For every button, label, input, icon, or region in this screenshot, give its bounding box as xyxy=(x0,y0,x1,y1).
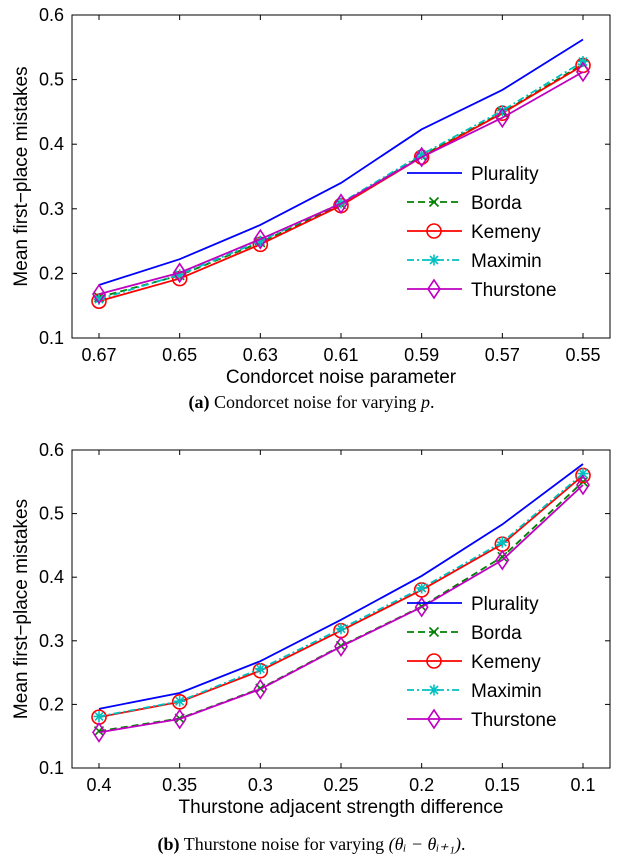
y-tick-label: 0.4 xyxy=(39,134,64,154)
chart-panel-a: 0.1 0.2 0.3 0.4 0.5 0.6 0.67 0.65 0.63 0.61 0.59 0.… xyxy=(0,5,623,413)
data-point xyxy=(577,468,589,480)
y-tick-label: 0.6 xyxy=(39,5,64,25)
y-tick-label: 0.3 xyxy=(39,199,64,219)
data-point xyxy=(576,61,590,83)
series-plurality xyxy=(98,463,584,710)
data-point xyxy=(496,536,508,548)
legend-label: Maximin xyxy=(471,251,542,272)
caption-a-var: p xyxy=(420,392,430,412)
x-axis-label: Condorcet noise parameter xyxy=(226,367,457,388)
data-point xyxy=(253,228,268,250)
x-tick-label: 0.65 xyxy=(162,345,197,365)
data-point xyxy=(254,663,266,675)
series-thurstone xyxy=(92,474,590,743)
y-tick-label: 0.2 xyxy=(39,263,64,283)
caption-a: (a) Condorcet noise for varying p. xyxy=(0,392,623,413)
legend-label: Maximin xyxy=(471,681,542,702)
data-point xyxy=(414,596,429,618)
legend-label: Plurality xyxy=(471,164,539,185)
x-tick-label: 0.15 xyxy=(485,775,520,795)
data-point xyxy=(93,710,105,722)
legend-label: Thurstone xyxy=(471,280,557,301)
legend-label: Kemeny xyxy=(471,652,541,673)
data-point xyxy=(92,283,106,305)
caption-b-var: (θᵢ − θᵢ₊₁) xyxy=(388,834,461,854)
x-tick-label: 0.67 xyxy=(81,345,116,365)
data-point xyxy=(334,193,348,215)
series-line xyxy=(98,38,584,286)
caption-b-end: . xyxy=(460,834,466,854)
series-maximin xyxy=(93,468,589,722)
y-axis-label: Mean first−place mistakes xyxy=(11,66,32,286)
series-line xyxy=(98,463,584,710)
x-tick-label: 0.55 xyxy=(565,345,600,365)
legend-label: Borda xyxy=(471,193,522,214)
legend-marker xyxy=(428,196,440,208)
legend: Plurality Borda Kemeny Maximin Thurstone xyxy=(407,164,557,301)
data-point xyxy=(416,582,428,594)
x-tick-label: 0.3 xyxy=(248,775,273,795)
data-point xyxy=(414,146,429,168)
chart-b: 0.1 0.2 0.3 0.4 0.5 0.6 0.4 0.35 0.3 0.25 0.2 0.15 0… xyxy=(11,440,611,818)
caption-a-text: Condorcet noise for varying xyxy=(214,392,421,412)
y-tick-label: 0.2 xyxy=(39,694,64,714)
y-tick-label: 0.6 xyxy=(39,440,64,460)
x-tick-label: 0.2 xyxy=(409,775,434,795)
data-point xyxy=(576,474,590,496)
x-tick-label: 0.35 xyxy=(162,775,197,795)
x-tick-label: 0.25 xyxy=(323,775,358,795)
x-tick-label: 0.59 xyxy=(404,345,439,365)
data-point xyxy=(497,551,508,562)
x-tick-label: 0.1 xyxy=(570,775,595,795)
data-point xyxy=(495,549,510,571)
y-tick-label: 0.1 xyxy=(39,758,64,778)
data-point xyxy=(172,262,187,284)
y-tick-label: 0.4 xyxy=(39,567,64,587)
x-tick-label: 0.63 xyxy=(243,345,278,365)
y-tick-label: 0.5 xyxy=(39,504,64,524)
caption-a-label: (a) xyxy=(188,392,210,412)
series-line xyxy=(98,71,584,295)
data-point xyxy=(253,678,268,700)
legend-label: Thurstone xyxy=(471,710,557,731)
legend-marker xyxy=(427,278,441,300)
data-point xyxy=(93,293,105,305)
legend-marker xyxy=(427,708,441,730)
y-tick-label: 0.1 xyxy=(39,328,64,348)
legend-marker xyxy=(426,653,442,669)
data-point xyxy=(495,107,510,129)
caption-b-text: Thurstone noise for varying xyxy=(183,834,389,854)
series-thurstone xyxy=(92,61,590,305)
legend-label: Plurality xyxy=(471,594,539,615)
x-axis-label: Thurstone adjacent strength difference xyxy=(179,797,504,818)
x-tick-label: 0.61 xyxy=(323,345,358,365)
data-point xyxy=(334,636,348,657)
caption-a-end: . xyxy=(429,392,435,412)
data-point xyxy=(172,708,187,730)
y-tick-label: 0.3 xyxy=(39,631,64,651)
x-tick-label: 0.4 xyxy=(86,775,111,795)
data-point xyxy=(335,623,347,635)
chart-panel-b: 0.1 0.2 0.3 0.4 0.5 0.6 0.4 0.35 0.3 0.25 0.2 0.15 0… xyxy=(0,430,623,860)
chart-a: 0.1 0.2 0.3 0.4 0.5 0.6 0.67 0.65 0.63 0.61 0.59 0.… xyxy=(11,5,611,388)
legend-marker xyxy=(428,254,440,266)
legend-marker xyxy=(426,223,442,239)
legend: Plurality Borda Kemeny Maximin Thurstone xyxy=(407,594,557,731)
y-axis-label: Mean first−place mistakes xyxy=(11,499,32,719)
legend-label: Kemeny xyxy=(471,222,541,243)
y-tick-label: 0.5 xyxy=(39,70,64,90)
data-point xyxy=(174,695,186,707)
caption-b: (b) Thurstone noise for varying (θᵢ − θᵢ… xyxy=(0,834,623,855)
legend-marker xyxy=(428,684,440,696)
legend-label: Borda xyxy=(471,623,522,644)
series-line xyxy=(98,484,584,734)
x-tick-label: 0.57 xyxy=(485,345,520,365)
legend-marker xyxy=(428,626,440,638)
caption-b-label: (b) xyxy=(157,834,180,854)
series-plurality xyxy=(98,38,584,286)
data-point xyxy=(92,721,106,743)
